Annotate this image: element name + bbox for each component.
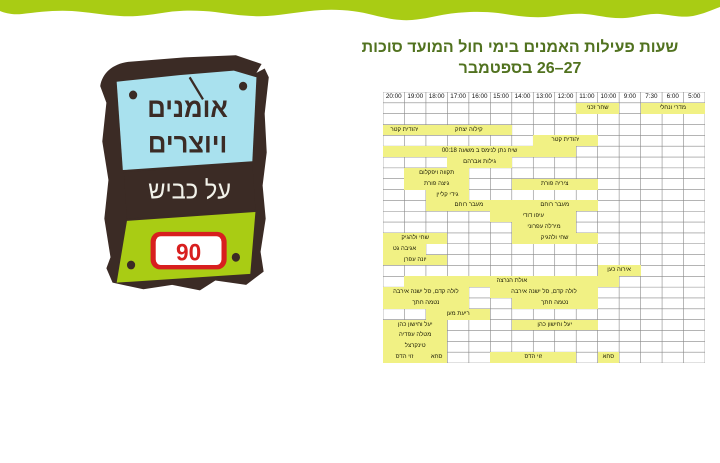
svg-text:ויוצרים: ויוצרים — [148, 128, 227, 159]
svg-text:על כביש: על כביש — [148, 177, 231, 205]
svg-text:אומנים: אומנים — [147, 92, 228, 123]
svg-text:90: 90 — [176, 239, 201, 266]
